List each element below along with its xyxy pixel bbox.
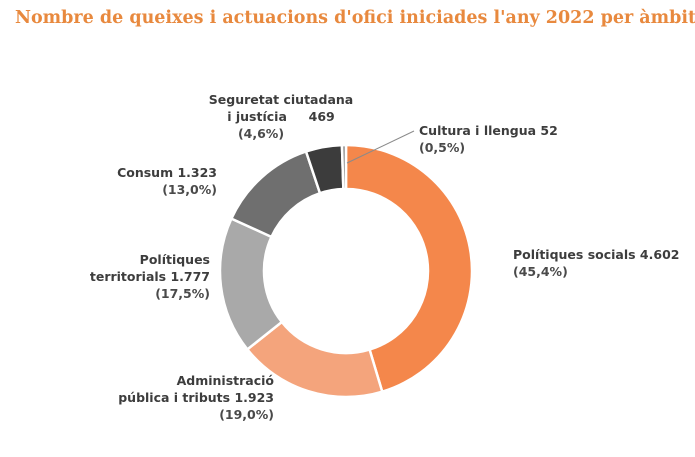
donut-slice-consum — [229, 149, 322, 239]
cultura-leader-line — [346, 130, 415, 164]
chart-title: Nombre de queixes i actuacions d'ofici i… — [15, 8, 695, 28]
label-consum: Consum 1.323 (13,0%) — [117, 164, 217, 198]
label-territorials-pct: (17,5%) — [155, 286, 210, 301]
label-consum-pct: (13,0%) — [162, 182, 217, 197]
label-cultura-pct: (0,5%) — [419, 140, 466, 155]
label-politiques-territorials: Polítiques territorials 1.777 (17,5%) — [90, 251, 210, 302]
label-seguretat-pct: (4,6%) — [237, 126, 285, 141]
label-cultura: Cultura i llengua 52 (0,5%) — [419, 122, 558, 156]
label-seguretat-line1: Seguretat ciutadana — [208, 92, 354, 107]
label-politiques-socials-name: Polítiques socials 4.602 — [513, 247, 680, 262]
label-cultura-name: Cultura i llengua 52 — [419, 123, 558, 138]
label-territorials-line1: Polítiques — [139, 252, 210, 267]
donut-slice-politiques-socials — [344, 143, 474, 394]
label-seguretat: Seguretat ciutadana i justícia 469 (4,6%… — [196, 91, 366, 142]
label-administracio-line1: Administració — [176, 373, 274, 388]
label-administracio-pct: (19,0%) — [219, 407, 274, 422]
donut-slice-cultura-i-llengua — [340, 143, 348, 191]
label-seguretat-line2: i justícia 469 — [227, 109, 335, 124]
label-politiques-socials-pct: (45,4%) — [513, 264, 568, 279]
label-politiques-socials: Polítiques socials 4.602 (45,4%) — [513, 246, 679, 280]
label-administracio: Administració pública i tributs 1.923 (1… — [118, 372, 274, 423]
label-territorials-line2: territorials 1.777 — [89, 269, 210, 284]
label-consum-name: Consum 1.323 — [117, 165, 217, 180]
label-administracio-line2: pública i tributs 1.923 — [118, 390, 274, 405]
donut-slice-politiques-territorials — [218, 216, 284, 352]
